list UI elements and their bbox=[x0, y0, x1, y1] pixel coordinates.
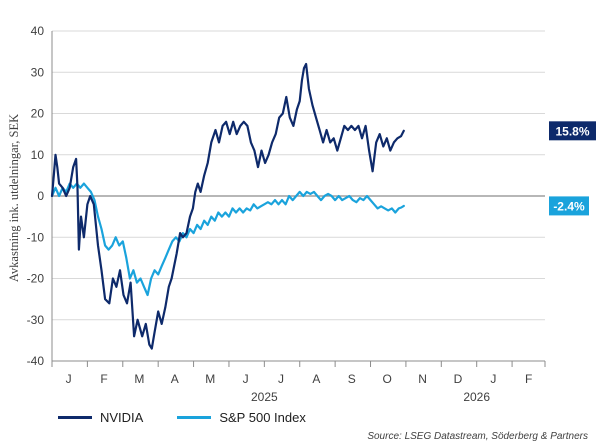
legend-label-sp500: S&P 500 Index bbox=[219, 410, 306, 425]
year-label: 2026 bbox=[463, 390, 490, 404]
end-label-sp500: -2.4% bbox=[553, 199, 585, 213]
x-tick-label: N bbox=[418, 372, 427, 386]
series-lines bbox=[50, 62, 405, 350]
end-label-box-nvidia bbox=[549, 121, 596, 141]
x-tick-label: F bbox=[100, 372, 107, 386]
series-line-nvidia bbox=[50, 62, 405, 350]
legend-item-nvidia: NVIDIA bbox=[58, 410, 143, 425]
x-tick-label: D bbox=[454, 372, 463, 386]
legend-swatch-nvidia bbox=[58, 416, 92, 419]
y-tick-label: -40 bbox=[27, 354, 45, 368]
x-tick-label: M bbox=[134, 372, 144, 386]
x-tick-label: M bbox=[205, 372, 215, 386]
grid bbox=[52, 30, 545, 362]
y-tick-label: 0 bbox=[37, 189, 44, 203]
end-label-nvidia: 15.8% bbox=[555, 124, 589, 138]
x-tick-label: O bbox=[382, 372, 391, 386]
y-axis-title: Avkastning ink. utdelningar, SEK bbox=[7, 114, 21, 282]
x-tick-label: F bbox=[525, 372, 532, 386]
y-tick-label: 30 bbox=[31, 65, 45, 79]
y-tick-label: -10 bbox=[27, 230, 45, 244]
series-line-sp500 bbox=[50, 182, 405, 297]
legend-swatch-sp500 bbox=[177, 416, 212, 419]
year-label: 2025 bbox=[251, 390, 278, 404]
y-tick-label: -30 bbox=[27, 313, 45, 327]
y-tick-label: -20 bbox=[27, 272, 45, 286]
x-tick-label: A bbox=[171, 372, 179, 386]
legend: NVIDIA S&P 500 Index bbox=[58, 410, 306, 425]
x-tick-label: A bbox=[312, 372, 320, 386]
y-tick-label: 20 bbox=[31, 107, 45, 121]
x-tick-label: J bbox=[66, 372, 72, 386]
x-tick-label: J bbox=[243, 372, 249, 386]
source-note: Source: LSEG Datastream, Söderberg & Par… bbox=[367, 431, 588, 442]
x-tick-label: J bbox=[490, 372, 496, 386]
axes: 40 30 20 10 0 -10 -20 -30 -40 J F M A M J J A S O N D J F 2025 2… bbox=[7, 24, 546, 404]
legend-item-sp500: S&P 500 Index bbox=[177, 410, 306, 425]
legend-label-nvidia: NVIDIA bbox=[100, 410, 144, 425]
y-tick-label: 40 bbox=[31, 24, 45, 38]
x-tick-label: S bbox=[348, 372, 356, 386]
end-label-box-sp500 bbox=[549, 196, 589, 216]
x-tick-label: J bbox=[278, 372, 284, 386]
y-tick-label: 10 bbox=[31, 148, 45, 162]
end-labels: 15.8% -2.4% bbox=[549, 121, 596, 216]
